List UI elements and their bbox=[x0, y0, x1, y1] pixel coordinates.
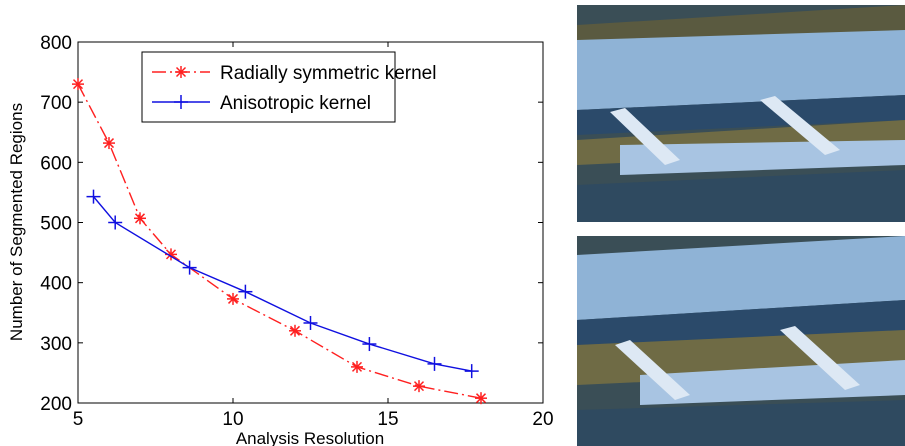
star-marker bbox=[175, 66, 187, 78]
y-tick-label: 700 bbox=[40, 93, 72, 114]
plus-marker bbox=[238, 284, 253, 299]
x-tick-label: 20 bbox=[532, 409, 553, 430]
photo-top bbox=[577, 5, 905, 222]
y-tick-label: 400 bbox=[40, 274, 72, 295]
y-tick-label: 800 bbox=[40, 33, 72, 54]
plus-marker bbox=[464, 364, 479, 379]
series-line bbox=[77, 83, 482, 399]
marker-stroke bbox=[227, 293, 239, 304]
x-axis-label: Analysis Resolution bbox=[236, 429, 384, 446]
marker-stroke bbox=[351, 361, 363, 372]
marker-stroke bbox=[475, 393, 487, 404]
marker-stroke bbox=[175, 66, 187, 78]
marker-stroke bbox=[103, 138, 115, 149]
legend: Radially symmetric kernel Anisotropic ker… bbox=[141, 51, 436, 123]
y-tick-label: 500 bbox=[40, 214, 72, 235]
star-marker bbox=[134, 212, 146, 225]
y-axis-label: Number of Segmented Regions bbox=[7, 103, 26, 341]
plus-marker bbox=[303, 315, 318, 330]
marker-stroke bbox=[413, 381, 425, 392]
legend-box bbox=[141, 51, 396, 123]
x-tick-label: 15 bbox=[377, 409, 398, 430]
marker-stroke bbox=[289, 325, 301, 336]
marker-stroke bbox=[134, 213, 146, 224]
y-tick-label: 300 bbox=[40, 334, 72, 355]
plus-marker bbox=[86, 189, 101, 204]
legend-label: Radially symmetric kernel bbox=[220, 63, 436, 84]
star-marker bbox=[475, 392, 487, 405]
x-tick-label: 5 bbox=[73, 409, 84, 430]
star-marker bbox=[289, 324, 301, 337]
legend-label: Anisotropic kernel bbox=[220, 93, 371, 114]
plus-marker bbox=[362, 337, 377, 352]
y-tick-label: 600 bbox=[40, 153, 72, 174]
x-tick-label: 10 bbox=[222, 409, 243, 430]
star-marker bbox=[227, 292, 239, 305]
marker-stroke bbox=[72, 79, 84, 90]
photo-bottom bbox=[577, 236, 905, 446]
star-marker bbox=[72, 78, 84, 91]
marker-stroke bbox=[165, 249, 177, 260]
star-marker bbox=[103, 137, 115, 150]
star-marker bbox=[413, 380, 425, 393]
y-tick-label: 200 bbox=[40, 394, 72, 415]
plus-marker bbox=[108, 215, 123, 230]
series-line bbox=[92, 196, 472, 372]
star-marker bbox=[351, 360, 363, 373]
plus-marker bbox=[174, 95, 188, 109]
plus-marker bbox=[427, 356, 442, 371]
plus-marker bbox=[182, 260, 197, 275]
